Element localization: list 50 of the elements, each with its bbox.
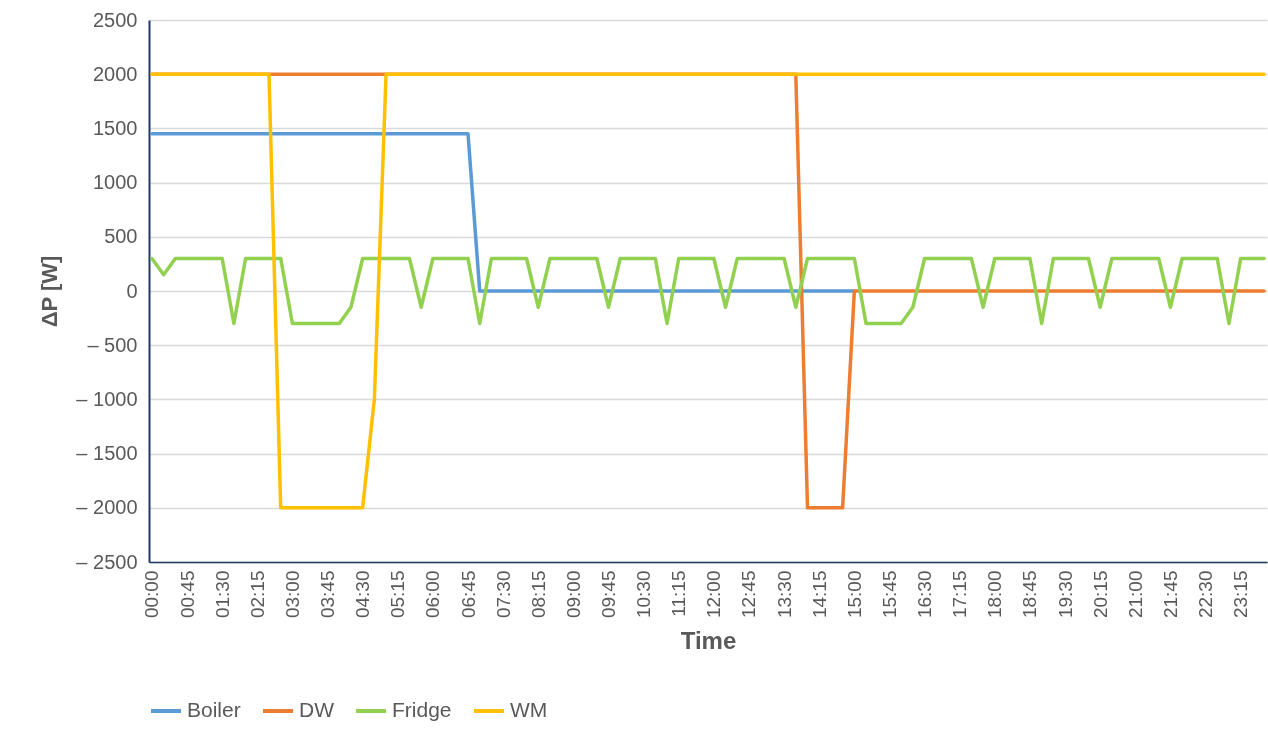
- x-tick-label: 09:45: [597, 570, 619, 619]
- x-tick-label: 00:45: [176, 570, 198, 619]
- x-tick-label: 03:00: [281, 570, 303, 619]
- x-tick-label: 10:30: [633, 570, 655, 619]
- legend-label: Fridge: [392, 698, 452, 721]
- x-tick-label: 09:00: [562, 570, 584, 619]
- x-tick-label: 17:15: [949, 570, 971, 619]
- y-tick-label: – 2500: [76, 550, 138, 573]
- x-tick-label: 02:15: [246, 570, 268, 619]
- y-tick-label: – 500: [87, 333, 138, 356]
- x-tick-label: 00:00: [141, 570, 163, 619]
- y-axis-title: ΔP [W]: [37, 255, 63, 328]
- legend-label: WM: [510, 698, 548, 721]
- y-tick-label: – 1500: [76, 442, 138, 465]
- x-tick-label: 12:00: [703, 570, 725, 619]
- y-tick-label: – 2000: [76, 496, 138, 519]
- x-axis-title: Time: [680, 627, 737, 655]
- x-tick-label: 15:00: [843, 570, 865, 619]
- line-series: [150, 256, 1266, 326]
- x-tick-label: 16:30: [914, 570, 936, 619]
- x-tick-label: 21:45: [1159, 570, 1181, 619]
- x-tick-label: 23:15: [1230, 570, 1252, 619]
- x-tick-label: 06:45: [457, 570, 479, 619]
- x-tick-label: 11:15: [668, 570, 690, 617]
- y-tick-label: 1500: [93, 116, 138, 139]
- legend-label: Boiler: [187, 698, 241, 721]
- y-tick-label: 1000: [93, 171, 138, 194]
- x-tick-label: 14:15: [808, 570, 830, 619]
- y-tick-label: 0: [126, 279, 138, 302]
- x-tick-label: 18:45: [1019, 570, 1041, 619]
- x-tick-label: 20:15: [1089, 570, 1111, 619]
- x-tick-label: 03:45: [317, 570, 339, 619]
- x-tick-label: 22:30: [1195, 570, 1217, 619]
- y-tick-label: 2500: [93, 8, 138, 31]
- x-tick-label: 07:30: [492, 570, 514, 619]
- x-tick-label: 19:30: [1054, 570, 1076, 619]
- x-tick-label: 04:30: [352, 570, 374, 619]
- y-tick-label: 2000: [93, 62, 138, 85]
- x-tick-label: 08:15: [527, 570, 549, 619]
- x-tick-label: 05:15: [387, 570, 409, 619]
- x-tick-label: 15:45: [878, 570, 900, 619]
- x-tick-label: 18:00: [984, 570, 1006, 619]
- y-tick-label: – 1000: [76, 387, 138, 410]
- y-tick-label: 500: [104, 225, 138, 248]
- x-tick-label: 06:00: [422, 570, 444, 619]
- x-tick-label: 01:30: [211, 570, 233, 619]
- x-tick-label: 12:45: [738, 570, 760, 619]
- x-tick-label: 13:30: [773, 570, 795, 619]
- x-tick-label: 21:00: [1124, 570, 1146, 619]
- legend-label: DW: [299, 698, 335, 721]
